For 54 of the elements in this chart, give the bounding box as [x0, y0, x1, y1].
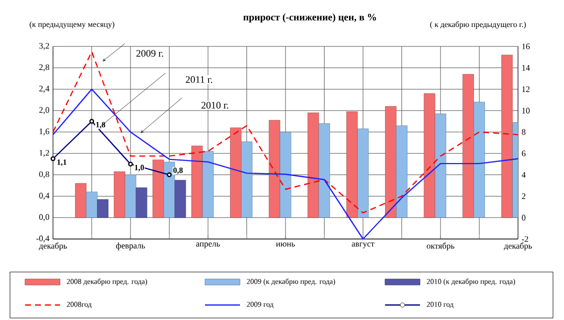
y2-tick-label: 12: [522, 86, 530, 92]
annotation: 2010 г.: [201, 102, 228, 109]
bar: [86, 192, 98, 218]
y-tick-label: 0,0: [39, 214, 50, 222]
y-tick-label: -0,4: [36, 236, 50, 242]
x-tick-label: апрель: [196, 242, 220, 248]
annotation: 2009 г.: [136, 50, 164, 57]
bar: [174, 180, 186, 218]
bar: [385, 106, 396, 218]
y2-tick-label: 0: [522, 214, 526, 220]
y2-tick-label: 8: [522, 129, 526, 135]
bar: [124, 174, 136, 218]
x-tick-label: декабрь: [38, 242, 67, 250]
bar: [136, 187, 148, 218]
y2-tick-label: 2: [522, 193, 526, 199]
bar: [152, 160, 164, 218]
x-tick-label: октябрь: [426, 242, 454, 250]
y-tick-label: 1,2: [40, 150, 50, 157]
bar: [424, 93, 436, 218]
bar: [308, 112, 319, 218]
bar: [241, 141, 252, 218]
bar: [75, 183, 86, 218]
bar: [164, 162, 175, 218]
chart-title: прирост (-снижение) цен, в %: [243, 13, 376, 23]
bar: [357, 128, 369, 218]
bar: [191, 146, 203, 218]
y2-tick-label: 14: [522, 65, 530, 71]
bar: [268, 120, 280, 218]
y2-tick-label: 6: [522, 150, 526, 156]
bar: [114, 171, 126, 218]
y2-tick-label: -2: [522, 236, 528, 242]
y-tick-label: 0,4: [39, 192, 50, 200]
bar: [396, 125, 408, 218]
y-tick-label: 2,8: [39, 64, 50, 72]
y-tick-label: 2,0: [39, 107, 50, 114]
x-tick-label: декабрь: [504, 242, 532, 250]
bar: [462, 74, 474, 218]
bar: [474, 102, 485, 218]
x-tick-label: август: [352, 242, 374, 248]
line-series: [52, 51, 519, 214]
y-tick-label: 0,8: [39, 171, 50, 178]
bar: [346, 112, 358, 218]
y2-tick-label: 4: [522, 172, 526, 178]
y2-tick-label: 10: [522, 108, 530, 114]
y-tick-label: 3,2: [39, 42, 50, 50]
bar: [97, 199, 108, 218]
y-tick-label: 2,4: [39, 86, 50, 93]
x-tick-label: февраль: [116, 242, 145, 250]
y2-tick-label: 16: [522, 44, 530, 50]
bar: [230, 128, 242, 218]
x-tick-label: июнь: [276, 242, 295, 247]
annotation: 2011 г.: [186, 76, 212, 83]
bar: [318, 123, 330, 218]
y-tick-label: 1,6: [40, 128, 50, 136]
